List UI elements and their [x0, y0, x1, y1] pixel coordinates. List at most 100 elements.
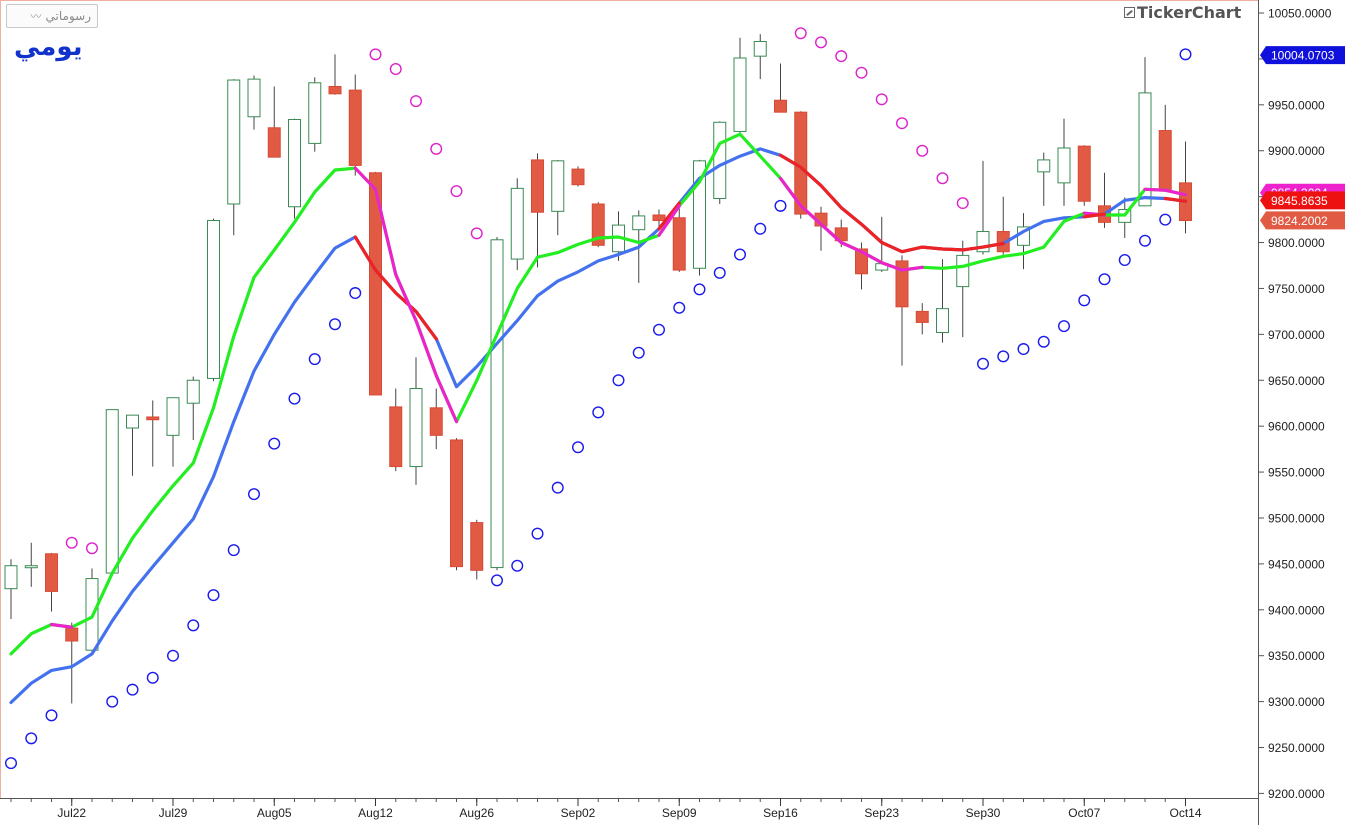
price-tag-label: 9845.8635	[1271, 194, 1328, 208]
candle-body[interactable]	[45, 553, 58, 592]
sar-dot	[106, 695, 119, 708]
candle-body[interactable]	[207, 220, 220, 379]
candle-body[interactable]	[652, 214, 666, 222]
price-tag-bg	[1260, 191, 1345, 210]
sar-dot	[430, 142, 443, 155]
slow-ma-signal-segment	[1082, 212, 1107, 219]
slow-ma-signal-segment	[920, 241, 1005, 252]
x-tick-label: Sep30	[966, 806, 1001, 820]
sar-dot	[632, 346, 645, 359]
candle-body[interactable]	[733, 57, 747, 132]
candle-body[interactable]	[571, 168, 585, 186]
slow-ma-signal-segment	[657, 201, 681, 231]
y-tick-label: 9800.0000	[1268, 236, 1325, 250]
candle-body[interactable]	[936, 308, 949, 334]
period-label: يومي	[14, 32, 83, 62]
candle-body[interactable]	[1158, 130, 1172, 192]
fast-ma-signal-segment	[353, 166, 459, 424]
sar-dot	[65, 536, 78, 549]
sar-dot	[774, 199, 787, 212]
fast-ma-signal-segment	[49, 622, 74, 629]
candle-body[interactable]	[105, 409, 119, 574]
price-tag-bg	[1260, 211, 1345, 230]
slow-ma-signal-segment	[778, 153, 924, 254]
candle-body[interactable]	[146, 416, 160, 421]
candle-body[interactable]	[531, 159, 544, 213]
price-tag: 9845.8635	[1260, 191, 1345, 210]
fast-ma-signal-segment	[778, 176, 924, 272]
sar-dot	[875, 93, 888, 106]
x-tick-label: Aug12	[358, 806, 393, 820]
candle-body[interactable]	[227, 79, 241, 205]
drawings-button[interactable]: 〰 رسوماتي	[6, 4, 98, 28]
candle-body[interactable]	[915, 310, 929, 323]
candle-body[interactable]	[348, 89, 362, 166]
drawings-button-label: رسوماتي	[45, 9, 91, 23]
candle-body[interactable]	[308, 82, 322, 144]
candle-body[interactable]	[24, 565, 38, 569]
y-tick-label: 10050.0000	[1268, 7, 1332, 21]
candle-body[interactable]	[267, 127, 281, 158]
candle-body[interactable]	[956, 254, 970, 288]
candle-body[interactable]	[753, 40, 767, 57]
sar-dot	[207, 589, 220, 602]
candle-body[interactable]	[672, 217, 686, 271]
sar-dot	[187, 619, 200, 632]
candle-body[interactable]	[369, 172, 382, 396]
sar-dot	[1159, 213, 1172, 226]
sar-dot	[531, 527, 544, 540]
candle-body[interactable]	[774, 99, 787, 113]
sar-dot	[551, 481, 564, 494]
candle-body[interactable]	[591, 203, 605, 246]
candle-body[interactable]	[166, 397, 180, 436]
candle-body[interactable]	[4, 565, 18, 590]
candle-body[interactable]	[490, 239, 504, 569]
candle-body[interactable]	[551, 160, 565, 212]
x-tick-label: Sep23	[864, 806, 899, 820]
candle-body[interactable]	[470, 522, 484, 571]
sar-dot	[734, 248, 747, 261]
brand-logo: TickerChart	[1124, 3, 1241, 22]
sar-dot	[511, 559, 524, 572]
price-tag-bg	[1260, 46, 1345, 65]
sar-dot	[612, 374, 625, 387]
candle-body[interactable]	[65, 627, 79, 642]
candle-body[interactable]	[328, 85, 342, 95]
x-tick-label: Oct07	[1068, 806, 1100, 820]
x-tick-label: Oct14	[1169, 806, 1201, 820]
candle-body[interactable]	[126, 414, 139, 429]
sar-dot	[329, 318, 342, 331]
candle-body[interactable]	[429, 407, 443, 436]
sar-dot	[815, 36, 828, 49]
y-tick-label: 9700.0000	[1268, 328, 1325, 342]
sar-dot	[916, 144, 929, 157]
candle-body[interactable]	[713, 121, 727, 199]
y-tick-label: 9650.0000	[1268, 374, 1325, 388]
candle-body[interactable]	[450, 439, 463, 568]
candle-body[interactable]	[247, 78, 261, 118]
y-tick-label: 9200.0000	[1268, 787, 1325, 801]
candle-body[interactable]	[186, 379, 200, 404]
candle-body[interactable]	[1077, 145, 1091, 202]
x-tick-label: Sep09	[662, 806, 697, 820]
candle-body[interactable]	[1057, 147, 1071, 184]
sar-dot	[835, 50, 848, 63]
sar-dot	[45, 709, 58, 722]
candle-body[interactable]	[855, 248, 868, 275]
candle-body[interactable]	[288, 119, 301, 208]
candle-body[interactable]	[895, 260, 909, 308]
sar-dot	[288, 392, 301, 405]
candle-body[interactable]	[1037, 159, 1051, 173]
y-tick-label: 9300.0000	[1268, 695, 1325, 709]
sar-dot	[308, 353, 321, 366]
chart-icon	[1124, 7, 1135, 18]
candle-body[interactable]	[409, 388, 423, 468]
sar-dot	[956, 197, 969, 210]
sar-dot	[247, 488, 260, 501]
candle-body[interactable]	[632, 215, 646, 231]
candle-body[interactable]	[510, 187, 524, 260]
candle-body[interactable]	[389, 406, 403, 468]
candle-body[interactable]	[1138, 92, 1152, 207]
